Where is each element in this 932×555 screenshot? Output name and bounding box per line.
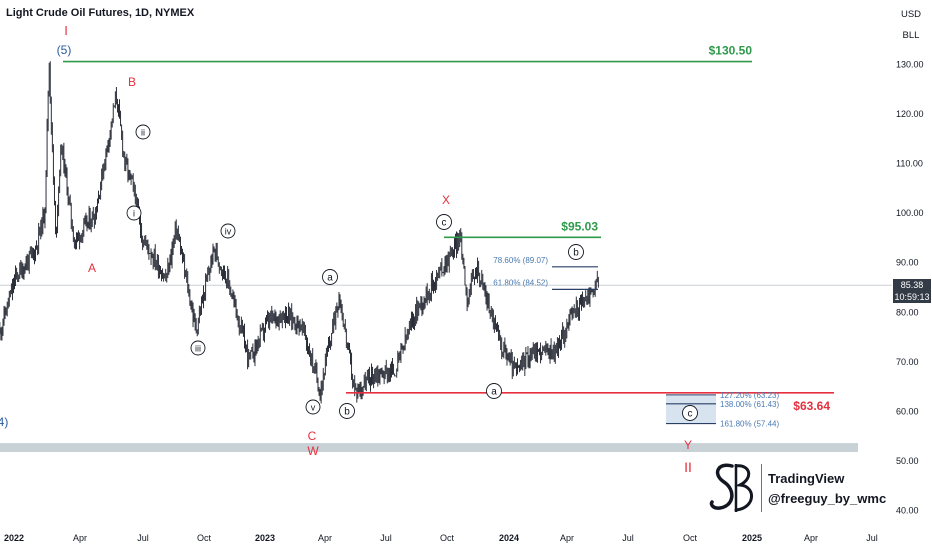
y-tick-2: 110.00 (896, 159, 923, 169)
wave-circle-0 (135, 124, 151, 140)
y-tick-6: 70.00 (896, 357, 919, 367)
wave-circle-10 (682, 405, 698, 421)
x-tick-10: Jul (622, 533, 634, 543)
wave-circled-label-7: c (442, 218, 447, 229)
watermark-block: TradingView @freeguy_by_wmc (706, 458, 886, 518)
x-tick-3: Oct (197, 533, 212, 543)
sb-monogram-logo (709, 463, 762, 512)
wave-circled-label-0: ii (141, 128, 145, 138)
bar-countdown: 10:59:13 (894, 291, 930, 302)
wave-label-blue-0: (5) (57, 43, 72, 57)
wave-label-red-2: B (128, 75, 136, 89)
wave-circled-label-2: iv (225, 227, 232, 237)
fib-lower-label-0: 127.20% (63.23) (720, 391, 779, 400)
level-label-0: $130.50 (709, 44, 753, 58)
x-tick-7: Oct (440, 533, 455, 543)
fib-lower-label-1: 138.00% (61.43) (720, 400, 779, 409)
wave-circle-6 (339, 403, 355, 419)
wave-label-red-0: I (64, 23, 68, 38)
currency-button[interactable]: USD (900, 9, 922, 20)
wave-circled-label-10: c (688, 409, 693, 420)
y-tick-1: 120.00 (896, 109, 924, 119)
wave-circle-4 (305, 399, 321, 415)
x-tick-5: Apr (318, 533, 332, 543)
wave-circled-label-1: i (133, 209, 135, 219)
x-tick-9: Apr (560, 533, 574, 543)
wave-label-red-6: Y (684, 438, 692, 452)
wave-circle-7 (436, 214, 452, 230)
unit-button[interactable]: BLL (902, 30, 920, 41)
y-tick-5: 80.00 (896, 307, 919, 317)
wave-label-blue-1: 4) (0, 415, 8, 429)
y-tick-9: 40.00 (896, 506, 919, 516)
y-tick-7: 60.00 (896, 406, 919, 416)
x-tick-0: 2022 (4, 533, 24, 543)
chart-title: Light Crude Oil Futures, 1D, NYMEX (6, 7, 195, 19)
wave-circled-label-6: b (344, 407, 350, 418)
y-tick-4: 90.00 (896, 258, 919, 268)
y-tick-0: 130.00 (896, 60, 924, 70)
wave-circled-label-5: a (327, 273, 333, 284)
last-price-value: 85.38 (900, 280, 924, 290)
x-tick-11: Oct (683, 533, 698, 543)
fib-upper-label-1: 61.80% (84.52) (493, 278, 548, 287)
wave-label-red-4: W (307, 444, 319, 458)
fib-lower-label-2: 161.80% (57.44) (720, 420, 779, 429)
wave-circle-5 (322, 269, 338, 285)
wave-label-red-1: A (88, 261, 96, 275)
wave-circled-label-4: v (311, 403, 316, 413)
wave-circle-3 (190, 340, 206, 356)
wave-label-red-7: II (684, 459, 692, 475)
last-price-tag: 85.38 10:59:13 (893, 279, 931, 303)
wave-circle-8 (568, 244, 584, 260)
y-tick-8: 50.00 (896, 456, 919, 466)
wave-circled-label-3: iii (195, 344, 201, 354)
platform-name: TradingView (768, 471, 845, 486)
x-tick-14: Jul (866, 533, 878, 543)
x-tick-13: Apr (804, 533, 818, 543)
level-label-2: $63.64 (793, 399, 830, 413)
wave-label-red-3: C (308, 429, 317, 443)
fib-upper-label-0: 78.60% (89.07) (493, 256, 548, 265)
x-tick-2: Jul (137, 533, 149, 543)
wave-circle-9 (486, 383, 502, 399)
wave-label-red-5: X (442, 193, 450, 207)
wave-circle-1 (126, 205, 142, 221)
x-tick-12: 2025 (742, 533, 762, 543)
wave-circle-2 (220, 223, 236, 239)
level-label-1: $95.03 (561, 219, 598, 233)
wave-circled-label-9: a (491, 387, 497, 398)
author-handle: @freeguy_by_wmc (768, 491, 887, 506)
x-tick-8: 2024 (499, 533, 519, 543)
support-zone (0, 443, 858, 453)
x-tick-6: Jul (380, 533, 392, 543)
x-tick-1: Apr (73, 533, 87, 543)
x-tick-4: 2023 (255, 533, 275, 543)
y-tick-3: 100.00 (896, 208, 924, 218)
wave-circled-label-8: b (573, 248, 579, 259)
